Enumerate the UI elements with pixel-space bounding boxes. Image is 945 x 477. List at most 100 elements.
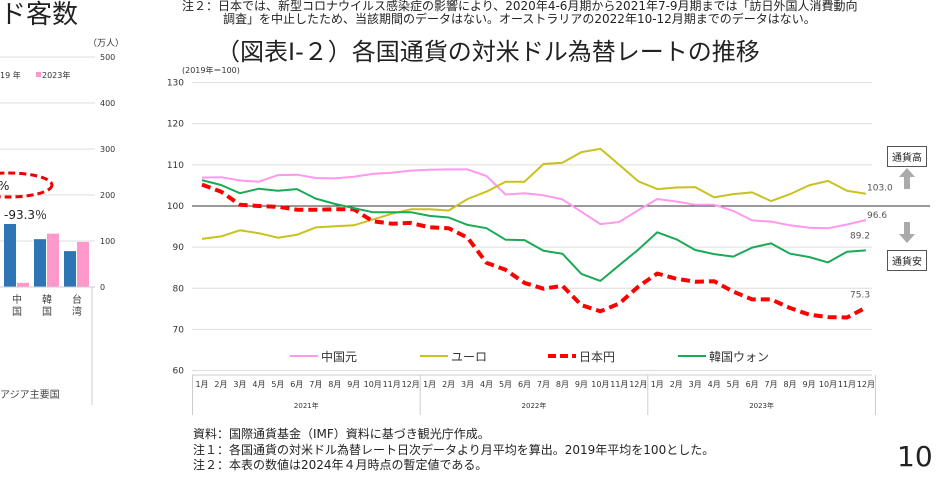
legend-label: 韓国ウォン: [709, 350, 769, 364]
bar-韓国-0: [34, 239, 46, 287]
bar-category-label: 韓: [42, 294, 52, 306]
bar-unit-label: （万人）: [88, 38, 124, 49]
bar-y-tick-label: 200: [100, 191, 115, 200]
series-line-2: [201, 182, 867, 320]
x-tick-label-month: 12月: [629, 380, 647, 389]
x-tick-label-month: 1月: [195, 380, 208, 389]
page-number: 10: [897, 440, 933, 473]
series-end-label: 96.6: [867, 211, 887, 221]
x-tick-label-month: 3月: [233, 380, 246, 389]
x-tick-label-month: 5月: [499, 380, 512, 389]
x-tick-label-month: 1月: [651, 380, 664, 389]
x-tick-label-month: 11月: [610, 380, 628, 389]
x-tick-label-month: 11月: [383, 380, 401, 389]
x-tick-label-month: 4月: [480, 380, 493, 389]
bar-台湾-0: [64, 251, 76, 287]
bar-category-label: 中: [12, 293, 22, 306]
y-tick-label: 130: [167, 79, 184, 89]
x-tick-label-month: 6月: [746, 380, 759, 389]
bar-y-tick-label: 400: [100, 99, 115, 108]
x-tick-label-month: 4月: [708, 380, 721, 389]
x-year-label: 2023年: [749, 401, 774, 410]
legend-label: ユーロ: [451, 350, 487, 364]
x-tick-label-month: 2月: [442, 380, 455, 389]
bar-category-label: 湾: [72, 305, 82, 318]
top-note-line: 調査」を中止したため、当該期間のデータはない。オーストラリアの2022年10-1…: [223, 12, 816, 26]
series-end-label: 89.2: [850, 231, 870, 241]
bar-y-tick-label: 500: [100, 53, 115, 62]
series-line-3: [201, 179, 866, 282]
chart-title: （図表Ⅰ-２）各国通貨の対米ドル為替レートの推移: [216, 38, 760, 66]
source-notes: 資料：国際通貨基金（IMF）資料に基づき観光庁作成。 注１：各国通貨の対米ドル為…: [193, 427, 714, 474]
series-end-label: 103.0: [867, 184, 893, 194]
x-tick-label-month: 9月: [575, 380, 588, 389]
x-tick-label-month: 7月: [765, 380, 778, 389]
x-tick-label-month: 9月: [347, 380, 360, 389]
x-tick-label-month: 2月: [214, 380, 227, 389]
x-tick-label-month: 9月: [802, 380, 815, 389]
series-line-0: [201, 168, 867, 230]
y-tick-label: 120: [167, 120, 184, 130]
x-tick-label-month: 8月: [784, 380, 797, 389]
y-tick-label: 100: [167, 202, 184, 212]
bar-annotation-china: -93.3％: [4, 208, 47, 222]
x-year-label: 2022年: [522, 401, 547, 410]
bar-category-label: 国: [12, 306, 22, 318]
note-2: 注２：本表の数値は2024年４月時点の暫定値である。: [193, 458, 488, 472]
arrow-down-icon: [899, 222, 915, 243]
x-tick-label-month: 12月: [857, 380, 875, 389]
x-tick-label-month: 3月: [461, 380, 474, 389]
legend-label: 中国元: [321, 349, 357, 364]
x-tick-label-month: 7月: [537, 380, 550, 389]
x-tick-label-month: 8月: [328, 380, 341, 389]
x-tick-label-month: 10月: [364, 380, 382, 389]
x-tick-label-month: 12月: [402, 380, 420, 389]
y-tick-label: 70: [173, 325, 185, 335]
note-source: 資料：国際通貨基金（IMF）資料に基づき観光庁作成。: [193, 427, 490, 441]
x-year-label: 2021年: [294, 401, 319, 410]
bar-annotation-circled: %: [0, 179, 9, 193]
bar-category-label: 国: [42, 306, 52, 318]
x-tick-label-month: 4月: [252, 380, 265, 389]
x-tick-label-month: 10月: [819, 380, 837, 389]
bar-footer-label: アジア主要国: [0, 389, 60, 401]
bar-y-tick-label: 100: [100, 237, 115, 246]
top-note: 注２：日本では、新型コロナウイルス感染症の影響により、2020年4-6月期から2…: [182, 0, 858, 26]
y-tick-label: 110: [167, 161, 184, 171]
y-axis-label: (2019年＝100): [182, 65, 240, 75]
x-tick-label-month: 7月: [309, 380, 322, 389]
bar-legend-2023: 2023年: [42, 70, 70, 80]
bar-legend-2019: 19 年: [0, 70, 21, 80]
y-tick-label: 60: [173, 367, 185, 377]
bar-legend-swatch-2023: [36, 72, 41, 77]
bar-category-label: 台: [72, 293, 82, 306]
bar-台湾-1: [77, 241, 89, 287]
x-tick-label-month: 10月: [591, 380, 609, 389]
y-tick-label: 90: [173, 243, 185, 253]
arrow-up-icon: [899, 168, 915, 189]
badge-currency-weak: 通貨安: [887, 250, 927, 271]
x-tick-label-month: 8月: [556, 380, 569, 389]
x-tick-label-month: 5月: [271, 380, 284, 389]
x-tick-label-month: 1月: [423, 380, 436, 389]
x-tick-label-month: 5月: [727, 380, 740, 389]
dashed-highlight-ellipse: [0, 171, 54, 199]
x-tick-label-month: 2月: [670, 380, 683, 389]
x-tick-label-month: 11月: [838, 380, 856, 389]
bar-y-tick-label: 300: [100, 145, 115, 154]
note-1: 注１：各国通貨の対米ドル為替レート日次データより月平均を算出。2019年平均を1…: [193, 442, 715, 457]
x-tick-label-month: 6月: [518, 380, 531, 389]
bar-中国-1: [17, 282, 29, 287]
bar-中国-0: [4, 223, 16, 287]
series-line-1: [201, 147, 867, 240]
x-tick-label-month: 6月: [290, 380, 303, 389]
series-end-label: 75.3: [850, 291, 870, 301]
x-tick-label-month: 3月: [689, 380, 702, 389]
bar-y-tick-label: 0: [100, 283, 105, 292]
legend-label: 日本円: [579, 350, 615, 364]
y-tick-label: 80: [173, 284, 185, 294]
badge-currency-strong: 通貨高: [887, 146, 927, 167]
top-note-line: 注２：日本では、新型コロナウイルス感染症の影響により、2020年4-6月期から2…: [182, 0, 858, 13]
bar-韓国-1: [47, 233, 59, 287]
